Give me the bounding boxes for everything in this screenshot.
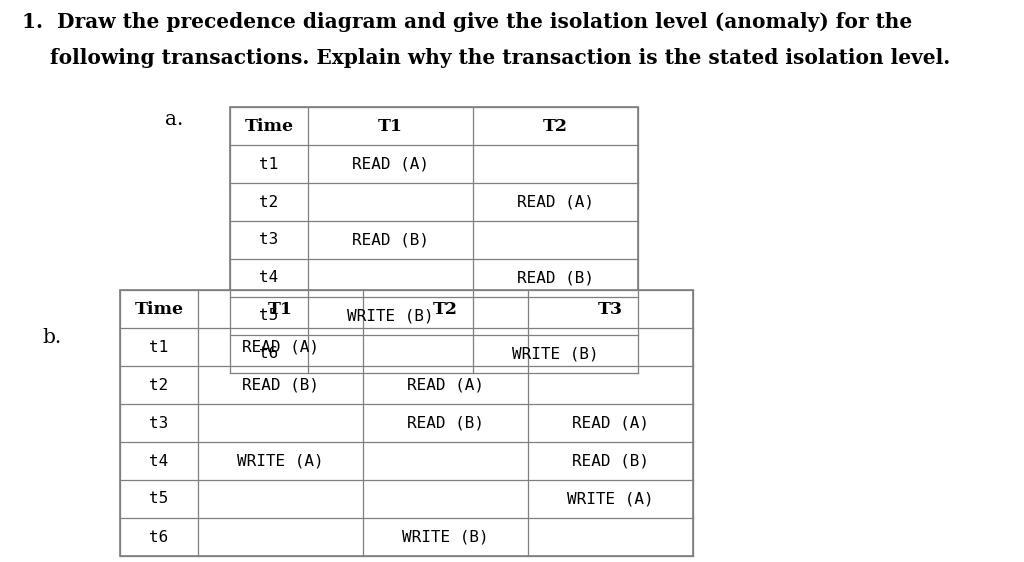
Text: t5: t5 [259, 309, 279, 324]
Text: READ (B): READ (B) [242, 378, 319, 392]
Text: READ (B): READ (B) [352, 233, 429, 247]
Text: WRITE (B): WRITE (B) [402, 529, 488, 545]
Text: b.: b. [42, 328, 61, 347]
Text: a.: a. [165, 110, 183, 129]
Text: T2: T2 [543, 117, 568, 134]
Text: t5: t5 [150, 492, 169, 506]
Text: t3: t3 [150, 415, 169, 430]
Text: t2: t2 [150, 378, 169, 392]
Text: t1: t1 [259, 156, 279, 171]
Text: following transactions. Explain why the transaction is the stated isolation leve: following transactions. Explain why the … [22, 48, 950, 68]
Text: WRITE (A): WRITE (A) [238, 454, 324, 469]
Text: WRITE (B): WRITE (B) [512, 347, 599, 361]
Text: WRITE (A): WRITE (A) [567, 492, 653, 506]
Text: T1: T1 [268, 301, 293, 318]
Text: Time: Time [134, 301, 183, 318]
Text: READ (B): READ (B) [407, 415, 484, 430]
Text: READ (A): READ (A) [242, 339, 319, 355]
Text: t4: t4 [259, 270, 279, 285]
Text: READ (A): READ (A) [517, 194, 594, 210]
Text: T3: T3 [598, 301, 623, 318]
Text: READ (B): READ (B) [572, 454, 649, 469]
Text: Time: Time [245, 117, 294, 134]
Text: T1: T1 [378, 117, 403, 134]
Text: READ (A): READ (A) [572, 415, 649, 430]
Text: T2: T2 [433, 301, 458, 318]
Text: t6: t6 [150, 529, 169, 545]
Bar [120, 290, 693, 556]
Text: 1.  Draw the precedence diagram and give the isolation level (anomaly) for the: 1. Draw the precedence diagram and give … [22, 12, 912, 32]
Text: t4: t4 [150, 454, 169, 469]
Bar [230, 107, 638, 373]
Text: READ (B): READ (B) [517, 270, 594, 285]
Text: WRITE (B): WRITE (B) [347, 309, 434, 324]
Text: t6: t6 [259, 347, 279, 361]
Text: t3: t3 [259, 233, 279, 247]
Text: t2: t2 [259, 194, 279, 210]
Text: READ (A): READ (A) [352, 156, 429, 171]
Text: t1: t1 [150, 339, 169, 355]
Text: READ (A): READ (A) [407, 378, 484, 392]
